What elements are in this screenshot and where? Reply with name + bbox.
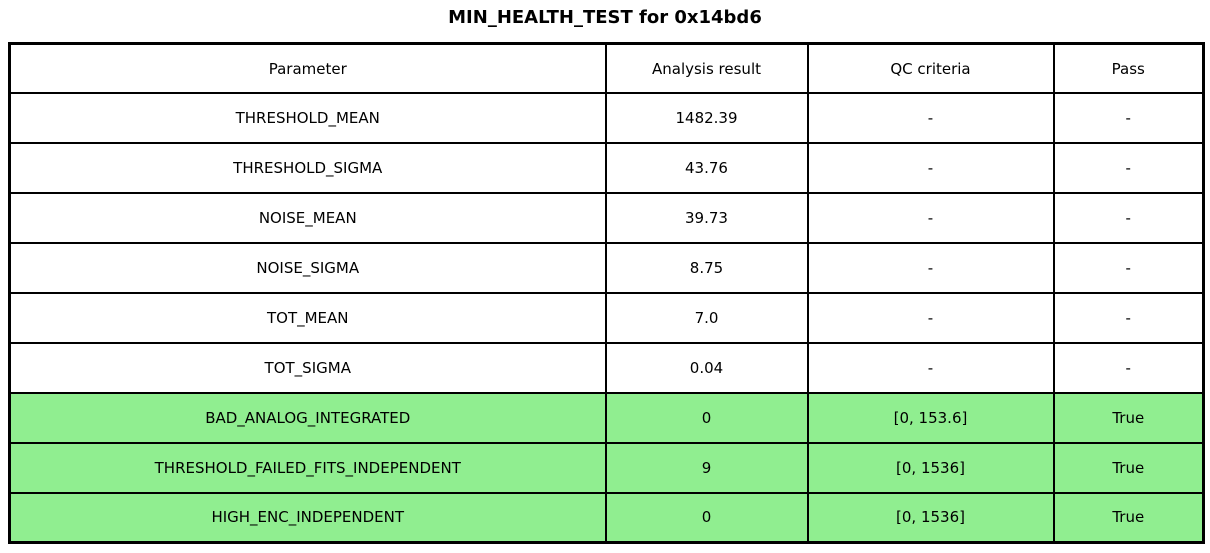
qc-criteria-cell: - <box>806 142 1055 195</box>
parameter-cell: BAD_ANALOG_INTEGRATED <box>8 391 607 444</box>
qc-criteria-cell: - <box>806 341 1055 394</box>
pass-cell: - <box>1052 341 1205 394</box>
qc-criteria-cell: [0, 153.6] <box>806 391 1055 444</box>
table-row: TOT_SIGMA 0.04 - - <box>8 341 1205 394</box>
table-row: TOT_MEAN 7.0 - - <box>8 291 1205 344</box>
table-row-pass-highlighted: HIGH_ENC_INDEPENDENT 0 [0, 1536] True <box>8 491 1205 544</box>
parameter-cell: THRESHOLD_SIGMA <box>8 142 607 195</box>
analysis-result-cell: 8.75 <box>604 242 809 294</box>
table-row: NOISE_SIGMA 8.75 - - <box>8 242 1205 294</box>
pass-cell: True <box>1052 441 1205 494</box>
pass-cell: - <box>1052 242 1205 294</box>
table-header-row: Parameter Analysis result QC criteria Pa… <box>8 42 1205 95</box>
pass-cell: - <box>1052 142 1205 195</box>
table-row: NOISE_MEAN 39.73 - - <box>8 192 1205 245</box>
qc-criteria-cell: [0, 1536] <box>806 441 1055 494</box>
column-header-parameter: Parameter <box>8 42 607 95</box>
qc-criteria-cell: - <box>806 192 1055 245</box>
analysis-result-cell: 1482.39 <box>604 92 809 145</box>
analysis-result-cell: 9 <box>604 441 809 494</box>
column-header-pass: Pass <box>1052 42 1205 95</box>
analysis-result-cell: 0.04 <box>604 341 809 394</box>
analysis-result-cell: 0 <box>604 391 809 444</box>
pass-cell: True <box>1052 491 1205 544</box>
parameter-cell: THRESHOLD_MEAN <box>8 92 607 145</box>
qc-criteria-cell: - <box>806 92 1055 145</box>
table-row-pass-highlighted: THRESHOLD_FAILED_FITS_INDEPENDENT 9 [0, … <box>8 441 1205 494</box>
column-header-analysis-result: Analysis result <box>604 42 809 95</box>
table-row: THRESHOLD_MEAN 1482.39 - - <box>8 92 1205 145</box>
pass-cell: - <box>1052 291 1205 344</box>
parameter-cell: HIGH_ENC_INDEPENDENT <box>8 491 607 544</box>
pass-cell: True <box>1052 391 1205 444</box>
table-row: THRESHOLD_SIGMA 43.76 - - <box>8 142 1205 195</box>
pass-cell: - <box>1052 192 1205 245</box>
pass-cell: - <box>1052 92 1205 145</box>
parameter-cell: THRESHOLD_FAILED_FITS_INDEPENDENT <box>8 441 607 494</box>
qc-results-table: Parameter Analysis result QC criteria Pa… <box>8 42 1205 544</box>
qc-criteria-cell: [0, 1536] <box>806 491 1055 544</box>
analysis-result-cell: 39.73 <box>604 192 809 245</box>
analysis-result-cell: 7.0 <box>604 291 809 344</box>
parameter-cell: TOT_SIGMA <box>8 341 607 394</box>
column-header-qc-criteria: QC criteria <box>806 42 1055 95</box>
parameter-cell: NOISE_MEAN <box>8 192 607 245</box>
parameter-cell: TOT_MEAN <box>8 291 607 344</box>
figure-title: MIN_HEALTH_TEST for 0x14bd6 <box>448 7 762 28</box>
qc-criteria-cell: - <box>806 242 1055 294</box>
qc-criteria-cell: - <box>806 291 1055 344</box>
table-row-pass-highlighted: BAD_ANALOG_INTEGRATED 0 [0, 153.6] True <box>8 391 1205 444</box>
analysis-result-cell: 43.76 <box>604 142 809 195</box>
parameter-cell: NOISE_SIGMA <box>8 242 607 294</box>
analysis-result-cell: 0 <box>604 491 809 544</box>
